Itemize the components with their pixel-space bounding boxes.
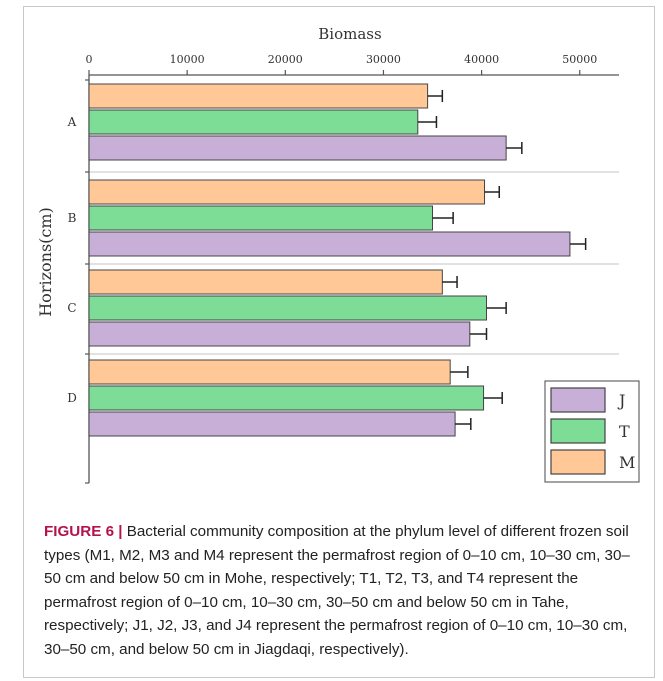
bar-M-C <box>88 269 443 295</box>
x-tick-label: 0 <box>86 53 93 66</box>
chart-title: Biomass <box>318 25 381 43</box>
x-tick-label: 20000 <box>268 53 303 66</box>
legend-swatch-T <box>550 418 606 444</box>
bar-T-C <box>88 295 487 321</box>
legend: JTM <box>544 380 640 483</box>
legend-label-M: M <box>619 453 635 472</box>
y-tick-label-C: C <box>67 301 76 315</box>
x-tick-label: 40000 <box>464 53 499 66</box>
caption-label: FIGURE 6 | <box>44 523 123 540</box>
bar-J-B <box>88 231 571 257</box>
x-tick-label: 10000 <box>170 53 205 66</box>
gridlines <box>89 171 619 355</box>
bar-T-D <box>88 385 485 411</box>
x-tick-label: 30000 <box>366 53 401 66</box>
y-axis-label: Horizons(cm) <box>36 207 55 317</box>
bars <box>88 83 587 437</box>
y-tick-label-D: D <box>67 391 77 405</box>
caption-text: Bacterial community composition at the p… <box>44 523 630 658</box>
bar-T-A <box>88 109 419 135</box>
bar-M-A <box>88 83 429 109</box>
figure-caption: FIGURE 6 | Bacterial community compositi… <box>44 520 639 661</box>
y-tick-label-B: B <box>68 211 77 225</box>
legend-label-T: T <box>619 422 630 441</box>
biomass-bar-chart: Biomass Horizons(cm) 0 10000 20000 30000 400… <box>36 25 640 484</box>
legend-label-J: J <box>617 391 625 410</box>
bar-J-C <box>88 321 471 347</box>
x-tick-label: 50000 <box>562 53 597 66</box>
bar-J-A <box>88 135 507 161</box>
bar-T-B <box>88 205 434 231</box>
legend-swatch-M <box>550 449 606 475</box>
y-tick-label-A: A <box>67 115 77 129</box>
bar-M-B <box>88 179 486 205</box>
bar-M-D <box>88 359 451 385</box>
bar-J-D <box>88 411 456 437</box>
legend-swatch-J <box>550 387 606 413</box>
